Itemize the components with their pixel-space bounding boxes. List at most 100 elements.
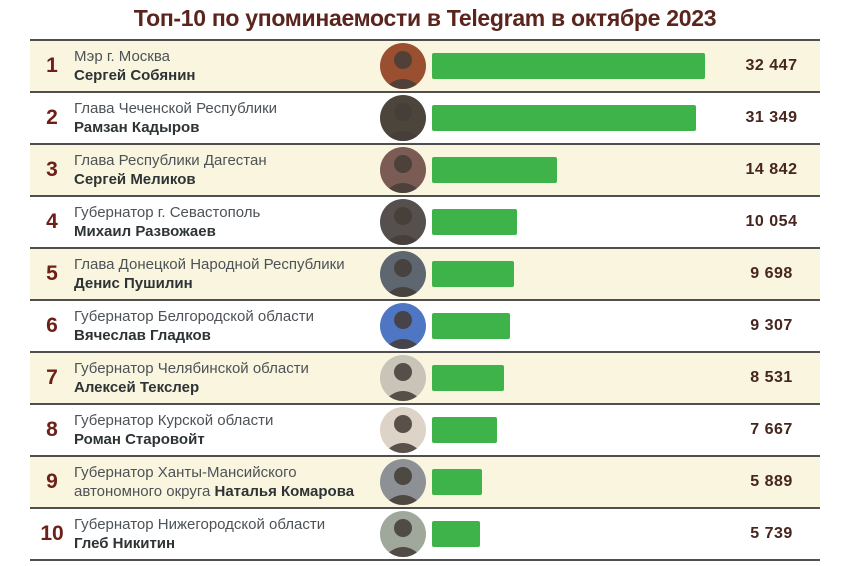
mention-bar bbox=[432, 105, 696, 131]
person-photo bbox=[380, 511, 426, 557]
mention-count: 9 698 bbox=[750, 265, 793, 282]
person-info: Глава Донецкой Народной Республики Денис… bbox=[74, 255, 364, 293]
person-info: Глава Республики Дагестан Сергей Меликов bbox=[74, 151, 364, 189]
rank-number: 1 bbox=[46, 54, 58, 77]
bar-track bbox=[432, 469, 705, 495]
mention-count: 7 667 bbox=[750, 421, 793, 438]
person-position: Глава Чеченской Республики bbox=[74, 100, 278, 117]
person-position: Глава Донецкой Народной Республики bbox=[74, 256, 345, 273]
table-row: 10 Губернатор Нижегородской области Глеб… bbox=[30, 507, 820, 561]
table-row: 5 Глава Донецкой Народной Республики Ден… bbox=[30, 247, 820, 299]
table-row: 8 Губернатор Курской области Роман Старо… bbox=[30, 403, 820, 455]
person-silhouette-icon bbox=[384, 363, 422, 401]
person-info: Губернатор Ханты-Мансийского автономного… bbox=[74, 463, 364, 501]
person-name: Роман Старовойт bbox=[74, 431, 205, 448]
mention-bar bbox=[432, 417, 497, 443]
mention-bar bbox=[432, 53, 705, 79]
mention-count: 31 349 bbox=[745, 109, 798, 126]
table-row: 4 Губернатор г. Севастополь Михаил Разво… bbox=[30, 195, 820, 247]
bar-track bbox=[432, 105, 705, 131]
person-info: Глава Чеченской Республики Рамзан Кадыро… bbox=[74, 99, 364, 137]
table-row: 1 Мэр г. Москва Сергей Собянин 32 447 bbox=[30, 39, 820, 91]
person-info: Губернатор Челябинской области Алексей Т… bbox=[74, 359, 364, 397]
table-row: 3 Глава Республики Дагестан Сергей Мелик… bbox=[30, 143, 820, 195]
person-silhouette-icon bbox=[384, 259, 422, 297]
person-position: Мэр г. Москва bbox=[74, 48, 171, 65]
rank-number: 4 bbox=[46, 210, 58, 233]
bar-track bbox=[432, 53, 705, 79]
bar-track bbox=[432, 157, 705, 183]
rank-number: 10 bbox=[40, 522, 64, 545]
mention-count: 5 739 bbox=[750, 525, 793, 542]
person-silhouette-icon bbox=[384, 311, 422, 349]
person-silhouette-icon bbox=[384, 415, 422, 453]
mention-bar bbox=[432, 469, 482, 495]
mention-bar bbox=[432, 157, 557, 183]
person-info: Губернатор Курской области Роман Старово… bbox=[74, 411, 364, 449]
person-photo bbox=[380, 43, 426, 89]
person-position-wrap: автономного округа bbox=[74, 483, 215, 500]
mention-count: 8 531 bbox=[750, 369, 793, 386]
person-name: Рамзан Кадыров bbox=[74, 119, 200, 136]
person-name: Михаил Развожаев bbox=[74, 223, 216, 240]
person-name: Глеб Никитин bbox=[74, 535, 176, 552]
table-row: 7 Губернатор Челябинской области Алексей… bbox=[30, 351, 820, 403]
person-silhouette-icon bbox=[384, 207, 422, 245]
person-position: Губернатор Ханты-Мансийского bbox=[74, 464, 297, 481]
mention-count: 32 447 bbox=[745, 57, 798, 74]
person-photo bbox=[380, 95, 426, 141]
bar-track bbox=[432, 417, 705, 443]
mention-bar bbox=[432, 521, 481, 547]
person-position: Губернатор Нижегородской области bbox=[74, 516, 326, 533]
person-photo bbox=[380, 303, 426, 349]
person-info: Губернатор Нижегородской области Глеб Ни… bbox=[74, 515, 364, 553]
person-photo bbox=[380, 251, 426, 297]
person-info: Губернатор г. Севастополь Михаил Развожа… bbox=[74, 203, 364, 241]
bar-track bbox=[432, 313, 705, 339]
bar-track bbox=[432, 365, 705, 391]
person-name: Денис Пушилин bbox=[74, 275, 193, 292]
person-name: Сергей Меликов bbox=[74, 171, 196, 188]
rank-number: 3 bbox=[46, 158, 58, 181]
ranking-table: 1 Мэр г. Москва Сергей Собянин 32 447 2 … bbox=[30, 39, 820, 561]
mention-bar bbox=[432, 261, 514, 287]
rank-number: 7 bbox=[46, 366, 58, 389]
mention-bar bbox=[432, 365, 504, 391]
bar-track bbox=[432, 521, 705, 547]
person-silhouette-icon bbox=[384, 155, 422, 193]
bar-track bbox=[432, 209, 705, 235]
rank-number: 2 bbox=[46, 106, 58, 129]
person-name: Вячеслав Гладков bbox=[74, 327, 211, 344]
person-photo bbox=[380, 459, 426, 505]
person-name: Алексей Текслер bbox=[74, 379, 200, 396]
person-position: Губернатор Челябинской области bbox=[74, 360, 309, 377]
mention-count: 14 842 bbox=[745, 161, 798, 178]
person-silhouette-icon bbox=[384, 51, 422, 89]
person-silhouette-icon bbox=[384, 519, 422, 557]
person-info: Мэр г. Москва Сергей Собянин bbox=[74, 47, 364, 85]
rank-number: 5 bbox=[46, 262, 58, 285]
person-silhouette-icon bbox=[384, 467, 422, 505]
person-info: Губернатор Белгородской области Вячеслав… bbox=[74, 307, 364, 345]
person-position: Губернатор Курской области bbox=[74, 412, 274, 429]
person-silhouette-icon bbox=[384, 103, 422, 141]
person-photo bbox=[380, 407, 426, 453]
page-title: Топ-10 по упоминаемости в Telegram в окт… bbox=[133, 5, 717, 31]
table-row: 6 Губернатор Белгородской области Вячесл… bbox=[30, 299, 820, 351]
mention-count: 5 889 bbox=[750, 473, 793, 490]
person-photo bbox=[380, 199, 426, 245]
person-photo bbox=[380, 355, 426, 401]
mention-count: 10 054 bbox=[745, 213, 798, 230]
bar-track bbox=[432, 261, 705, 287]
rank-number: 8 bbox=[46, 418, 58, 441]
person-position: Губернатор Белгородской области bbox=[74, 308, 314, 325]
person-position: Губернатор г. Севастополь bbox=[74, 204, 261, 221]
mention-bar bbox=[432, 313, 511, 339]
person-name: Наталья Комарова bbox=[214, 483, 355, 500]
table-row: 9 Губернатор Ханты-Мансийского автономно… bbox=[30, 455, 820, 507]
mention-bar bbox=[432, 209, 517, 235]
rank-number: 6 bbox=[46, 314, 58, 337]
person-name: Сергей Собянин bbox=[74, 67, 196, 84]
table-row: 2 Глава Чеченской Республики Рамзан Кады… bbox=[30, 91, 820, 143]
person-position: Глава Республики Дагестан bbox=[74, 152, 267, 169]
